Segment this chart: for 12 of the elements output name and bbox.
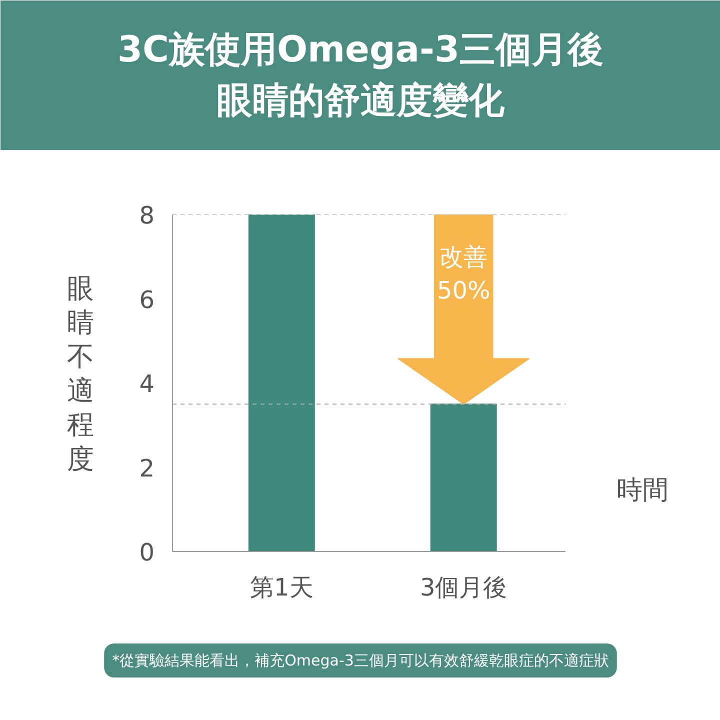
- x-tick-label: 3個月後: [420, 574, 508, 602]
- x-tick-label: 第1天: [250, 574, 314, 602]
- x-axis-title: 時間: [616, 475, 668, 506]
- text: *從實驗結果能看出，補充Omega-3三個月可以有效舒緩乾眼症的不適症狀: [112, 652, 609, 670]
- y-tick-label: 0: [139, 538, 155, 566]
- y-axis-title: 眼睛不適程度: [67, 273, 94, 475]
- y-tick-label: 4: [139, 370, 155, 398]
- y-tick-label: 2: [139, 454, 155, 482]
- chart-title: 3C族使用Omega-3三個月後眼睛的舒適度變化: [117, 29, 604, 122]
- y-tick-label: 8: [139, 202, 155, 230]
- annotation: 改善 50%: [436, 243, 490, 305]
- y-tick-label: 6: [139, 286, 155, 314]
